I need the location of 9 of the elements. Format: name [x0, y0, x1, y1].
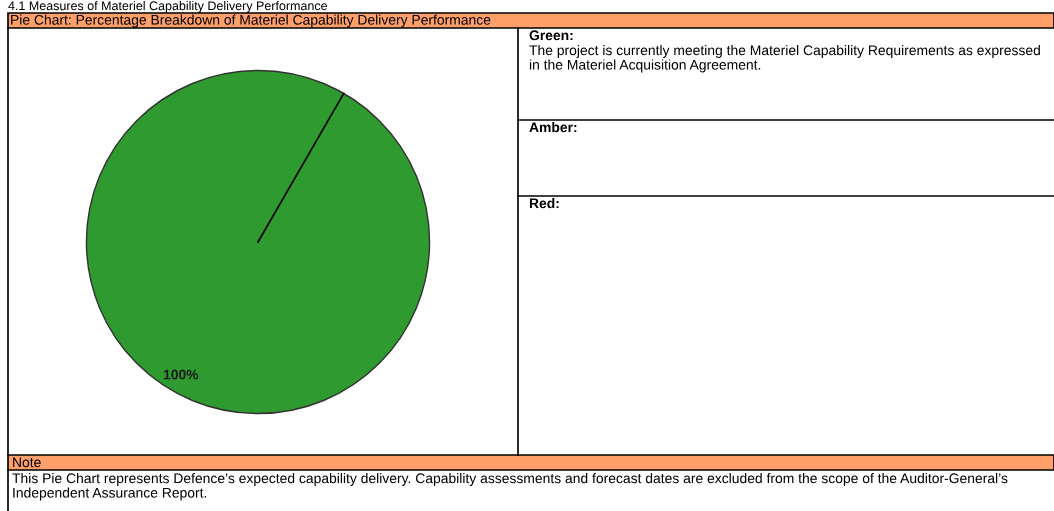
data-label: 100%	[163, 369, 199, 380]
text: Amber:	[529, 122, 577, 133]
text: This Pie Chart represents Defence’s expected capability delivery. Capability assessments and forecast dates are excluded from the scope of the Auditor-General’s Independent Assurance Report.	[12, 473, 1008, 501]
text: 4.1 Measures of Materiel Capability Delivery Performance	[8, 1, 328, 13]
text: Note	[13, 457, 41, 468]
text: Red:	[529, 198, 559, 209]
text: The project is currently meeting the Materiel Capability Requirements as expressed in the Materiel Acquisition Agreement.	[529, 45, 1040, 73]
text: Green:	[529, 30, 573, 41]
chart-title: Pie Chart: Percentage Breakdown of Materiel Capability Delivery Performance	[11, 14, 491, 28]
